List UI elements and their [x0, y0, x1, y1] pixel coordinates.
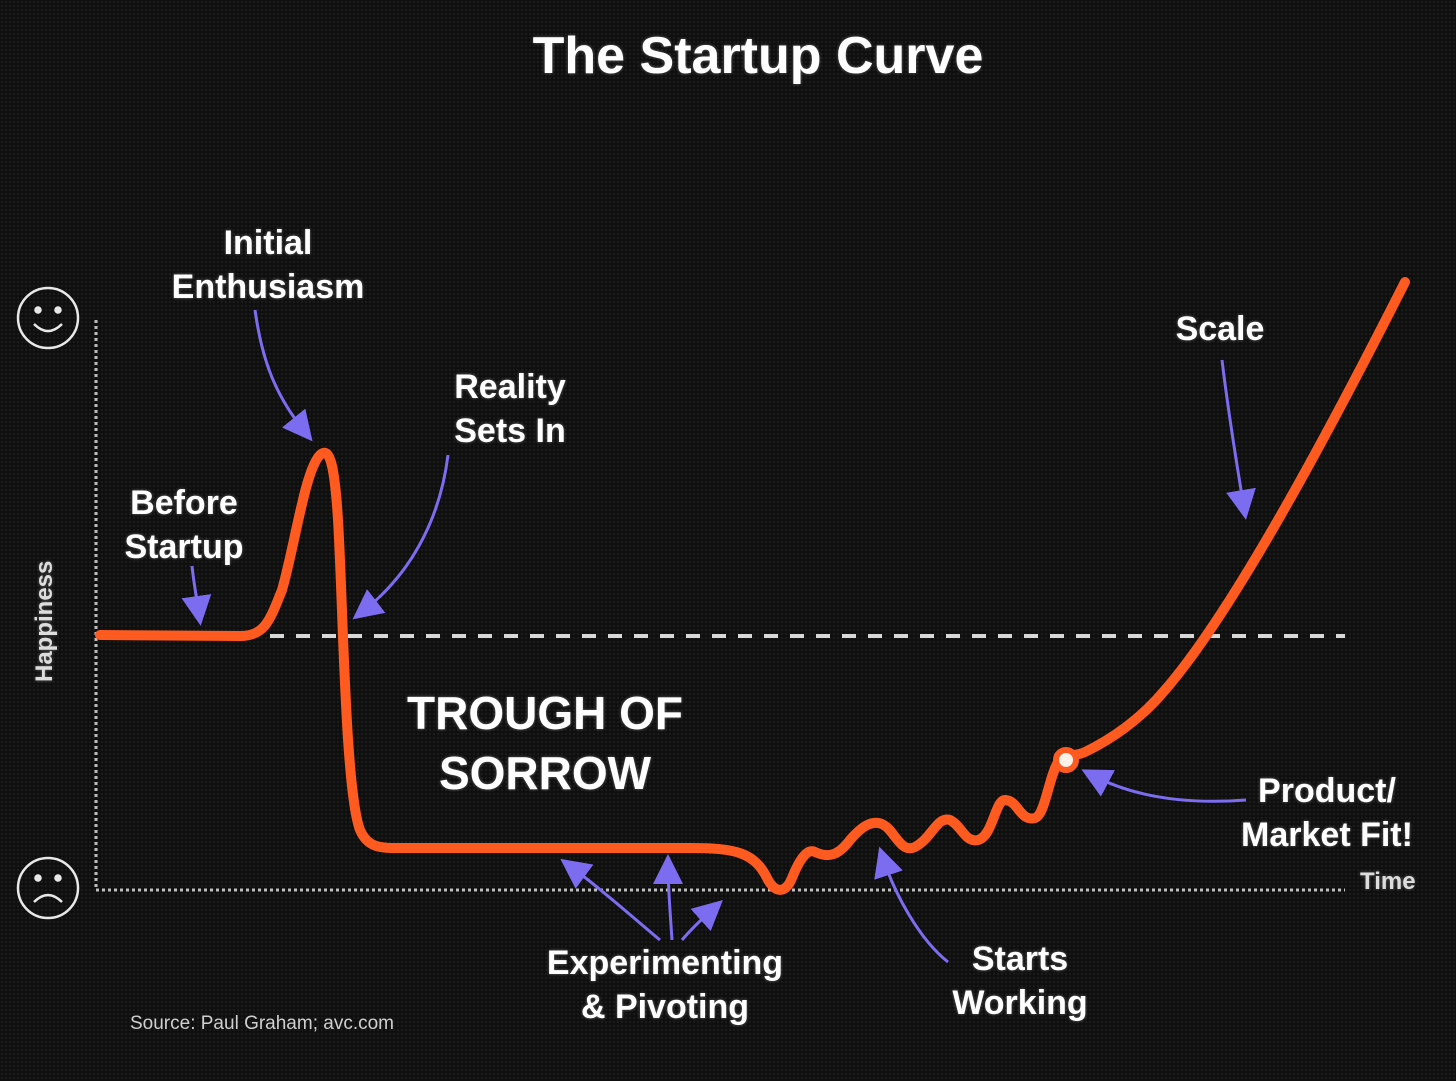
- product-market-fit-marker: [1053, 747, 1079, 773]
- arrow-product-market-fit: [1081, 769, 1247, 803]
- arrow-experimenting-3: [680, 899, 723, 941]
- source-credit: Source: Paul Graham; avc.com: [130, 1013, 394, 1034]
- label-scale: Scale: [1175, 310, 1265, 348]
- label-starts-working-line1: Starts: [971, 940, 1069, 978]
- startup-curve-line: [95, 277, 1410, 895]
- label-trough-line1: TROUGH OF: [407, 687, 683, 739]
- label-reality-sets-in: Reality Sets In: [420, 366, 600, 453]
- label-reality-sets-in-line2: Sets In: [454, 411, 566, 450]
- diagram-title: The Startup Curve: [532, 27, 984, 85]
- label-initial-enthusiasm-line1: Initial: [223, 224, 313, 262]
- label-product-market-fit-line2: Market Fit!: [1241, 815, 1413, 854]
- arrow-before-startup: [181, 565, 212, 626]
- label-product-market-fit: Product/ Market Fit!: [1222, 770, 1432, 857]
- label-experimenting-pivoting: Experimenting & Pivoting: [530, 942, 800, 1029]
- arrow-scale: [1220, 359, 1256, 520]
- x-axis-label: Time: [1360, 868, 1416, 895]
- y-axis-label: Happiness: [31, 560, 58, 682]
- arrow-experimenting-1: [560, 858, 661, 942]
- label-before-startup: Before Startup: [104, 482, 264, 569]
- arrow-starts-working: [874, 846, 949, 964]
- label-trough-line2: SORROW: [438, 746, 652, 799]
- label-experimenting-line2: & Pivoting: [580, 987, 750, 1026]
- label-experimenting-line1: Experimenting: [546, 944, 784, 982]
- label-starts-working: Starts Working: [930, 938, 1110, 1025]
- label-initial-enthusiasm: Initial Enthusiasm: [158, 222, 378, 309]
- arrow-experimenting-2: [653, 854, 684, 941]
- label-trough-of-sorrow: TROUGH OF SORROW: [370, 684, 720, 804]
- label-before-startup-line1: Before: [130, 484, 238, 522]
- arrow-initial-enthusiasm: [253, 309, 313, 442]
- label-product-market-fit-line1: Product/: [1258, 772, 1396, 810]
- label-reality-sets-in-line1: Reality: [454, 368, 566, 406]
- label-starts-working-line2: Working: [952, 983, 1088, 1022]
- sad-face-icon: [16, 856, 80, 920]
- label-before-startup-line2: Startup: [124, 527, 244, 566]
- smiley-face-icon: [16, 286, 80, 350]
- arrow-reality-sets-in: [352, 454, 450, 620]
- label-initial-enthusiasm-line2: Enthusiasm: [171, 267, 365, 306]
